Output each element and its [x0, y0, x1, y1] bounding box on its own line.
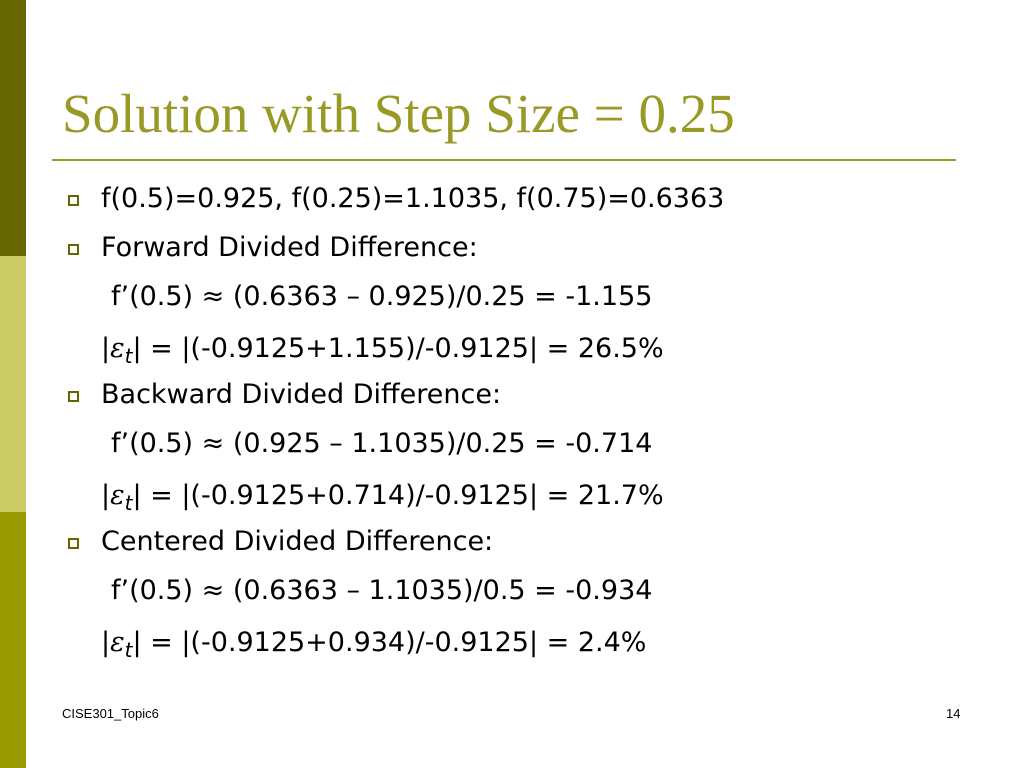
error-symbol: ε [110, 333, 125, 364]
derivative-line: f’(0.5) ≈ (0.925 – 1.1035)/0.25 = -0.714 [111, 428, 653, 459]
bullet-text: Backward Divided Difference: [101, 379, 502, 410]
error-text: | = |(-0.9125+0.934)/-0.9125| = 2.4% [132, 627, 647, 658]
footer-left: CISE301_Topic6 [62, 706, 159, 721]
error-line: |εt| = |(-0.9125+1.155)/-0.9125| = 26.5% [101, 333, 664, 368]
error-subscript: t [124, 344, 133, 368]
error-open: | [101, 480, 111, 511]
error-subscript: t [124, 491, 133, 515]
error-symbol: ε [110, 480, 125, 511]
stripe [0, 256, 26, 512]
bullet-marker [68, 244, 79, 255]
bullet-text: Centered Divided Difference: [101, 526, 494, 557]
bullet-text: Forward Divided Difference: [101, 232, 478, 263]
error-subscript: t [124, 638, 133, 662]
bullet-marker [68, 391, 79, 402]
error-open: | [101, 333, 111, 364]
stripe [0, 512, 26, 768]
error-open: | [101, 627, 111, 658]
bullet-text: f(0.5)=0.925, f(0.25)=1.1035, f(0.75)=0.… [101, 183, 725, 214]
derivative-line: f’(0.5) ≈ (0.6363 – 1.1035)/0.5 = -0.934 [111, 575, 653, 606]
bullet-marker [68, 538, 79, 549]
error-symbol: ε [110, 627, 125, 658]
slide-title: Solution with Step Size = 0.25 [62, 83, 735, 144]
stripe [0, 0, 26, 256]
error-line: |εt| = |(-0.9125+0.714)/-0.9125| = 21.7% [101, 480, 664, 515]
page-number: 14 [946, 706, 961, 721]
title-rule [52, 159, 956, 161]
bullet-marker [68, 195, 79, 206]
error-text: | = |(-0.9125+0.714)/-0.9125| = 21.7% [132, 480, 664, 511]
error-text: | = |(-0.9125+1.155)/-0.9125| = 26.5% [132, 333, 664, 364]
error-line: |εt| = |(-0.9125+0.934)/-0.9125| = 2.4% [101, 627, 646, 662]
derivative-line: f’(0.5) ≈ (0.6363 – 0.925)/0.25 = -1.155 [111, 281, 653, 312]
